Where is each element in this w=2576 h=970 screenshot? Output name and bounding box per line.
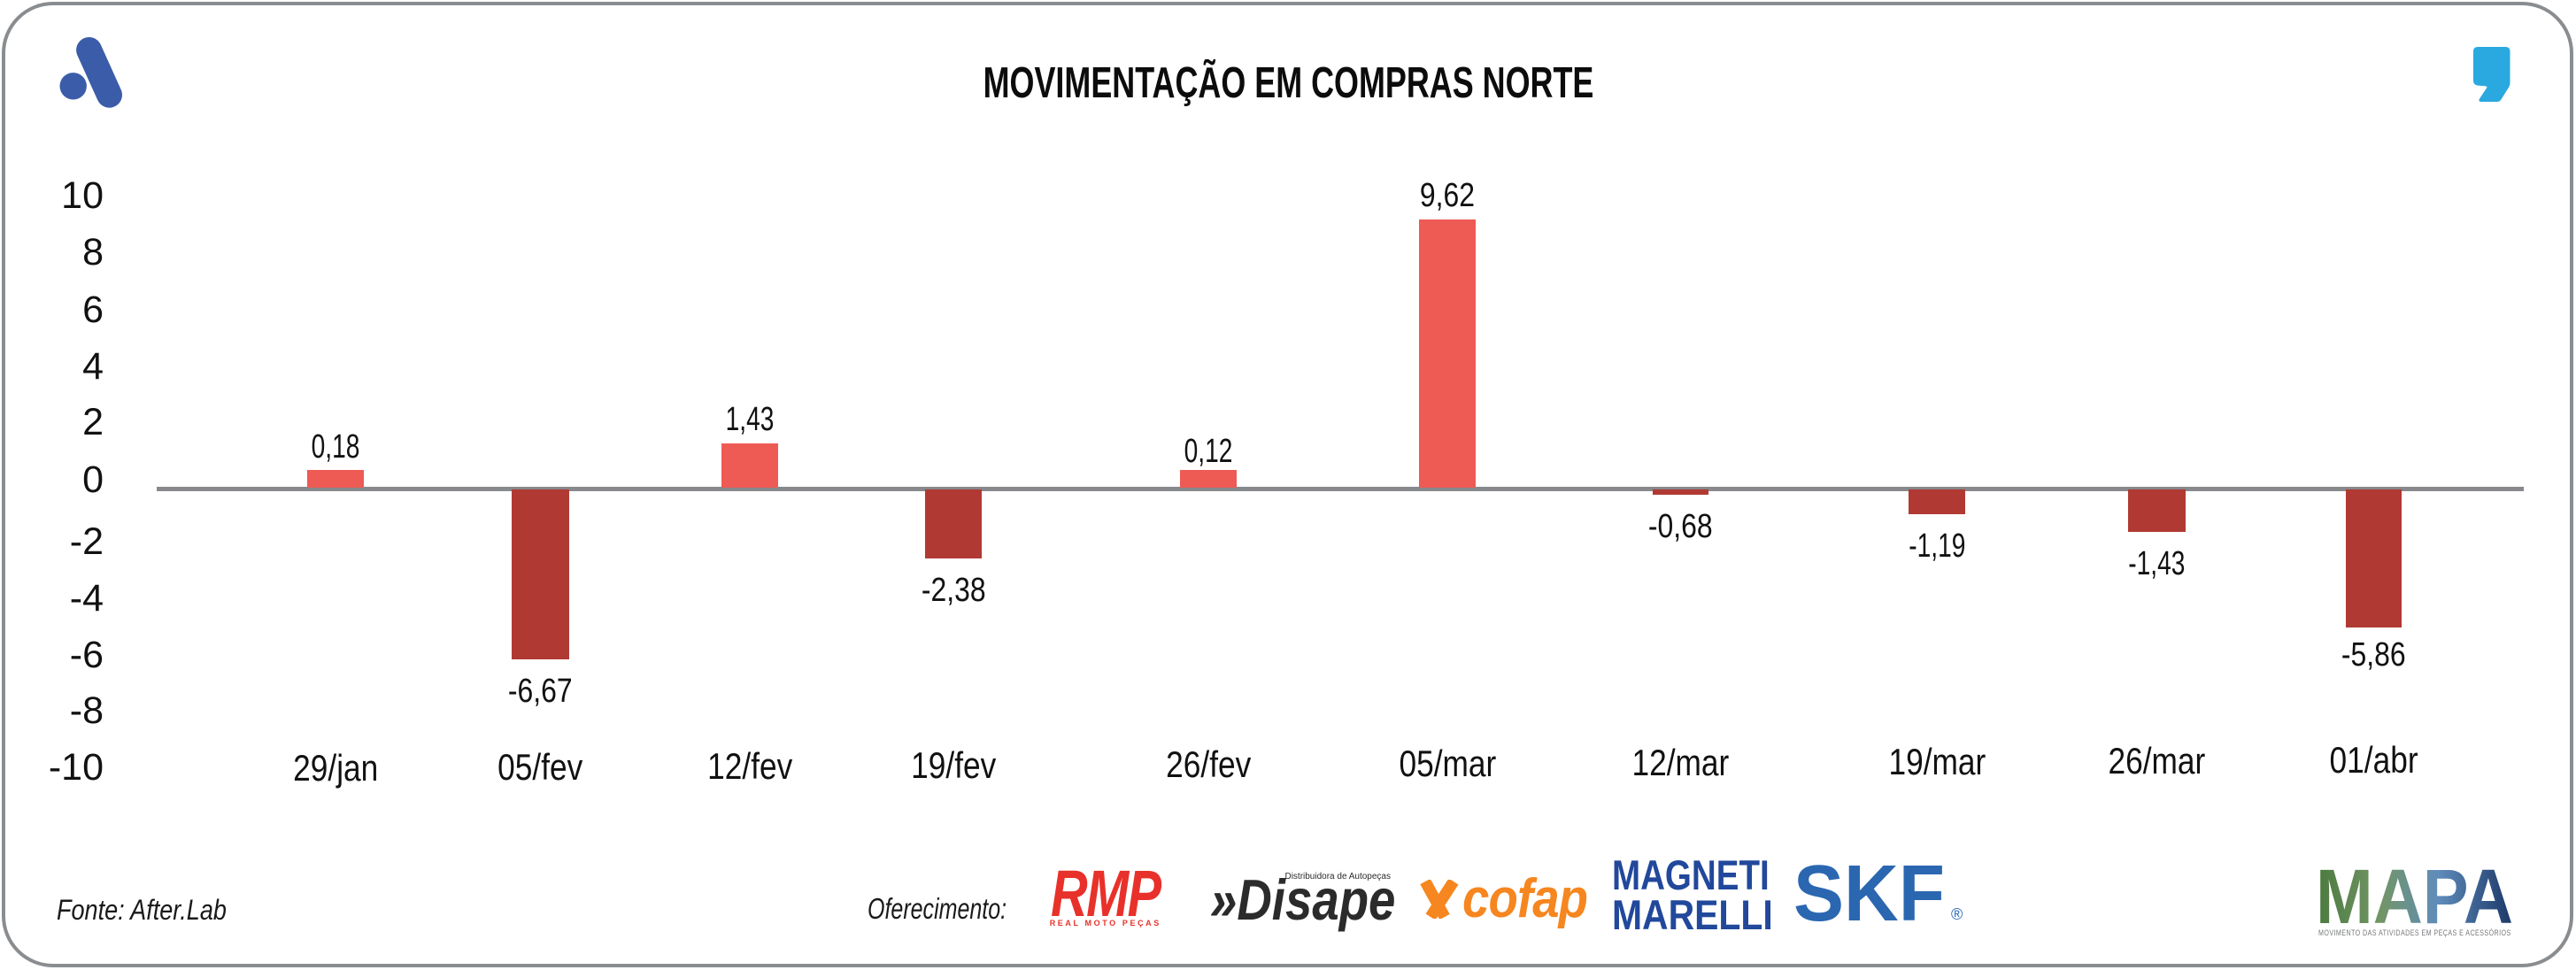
svg-text:MAPA: MAPA bbox=[2316, 863, 2513, 925]
